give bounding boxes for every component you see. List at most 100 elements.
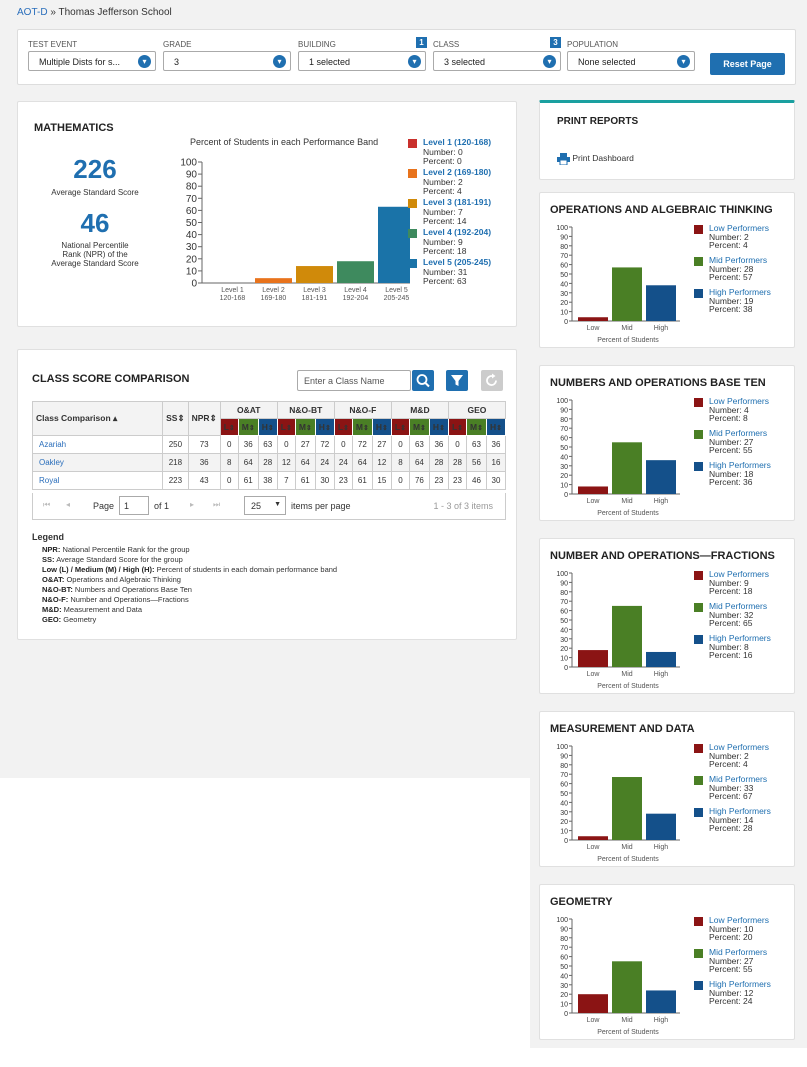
population-select[interactable]: None selected ▾ [567,51,695,71]
class-name-link[interactable]: Oakley [31,453,164,472]
legend-name[interactable]: Low Performers [709,396,769,406]
band-label: M [412,422,421,432]
legend-number: Number: 8 [709,642,749,652]
legend-name[interactable]: High Performers [709,460,771,470]
next-page-icon[interactable]: ▸ [190,500,195,509]
legend-name[interactable]: High Performers [709,287,771,297]
legend-name[interactable]: Mid Performers [709,774,768,784]
lmh-header[interactable]: L⇕ [276,418,296,436]
legend-name[interactable]: High Performers [709,633,771,643]
legend-name[interactable]: Low Performers [709,223,769,233]
ss-header[interactable]: SS⇕ [162,401,189,436]
legend-item[interactable]: Level 5 (205-245) Number: 31 Percent: 63 [408,257,516,288]
legend-name[interactable]: Mid Performers [709,428,768,438]
legend-item[interactable]: Low Performers Number: 10 Percent: 20 [694,915,794,946]
legend-item[interactable]: Mid Performers Number: 33 Percent: 67 [694,774,794,805]
lmh-header[interactable]: M⇕ [237,418,259,436]
lmh-header[interactable]: M⇕ [294,418,316,436]
breadcrumb-link[interactable]: AOT-D [17,7,48,18]
domain-card: NUMBER AND OPERATIONS—FRACTIONS 0 10 20 30 40… [539,538,795,694]
legend-percent: Percent: 65 [709,618,753,628]
legend-name[interactable]: High Performers [709,806,771,816]
grade-select[interactable]: 3 ▾ [163,51,291,71]
filter-button[interactable] [446,370,468,391]
legend-item[interactable]: High Performers Number: 18 Percent: 36 [694,460,794,491]
legend-name[interactable]: Level 1 (120-168) [423,137,492,147]
lmh-header[interactable]: L⇕ [390,418,410,436]
legend-item[interactable]: Mid Performers Number: 28 Percent: 57 [694,255,794,286]
legend-name[interactable]: Level 4 (192-204) [423,227,492,237]
y-tick-label: 100 [556,225,568,232]
legend-swatch [694,917,703,926]
legend-item[interactable]: Low Performers Number: 2 Percent: 4 [694,742,794,773]
legend-name[interactable]: Low Performers [709,915,769,925]
y-tick-label: 20 [186,254,198,265]
class-select[interactable]: 3 selected ▾ [433,51,561,71]
table-cell: 64 [408,453,430,472]
legend-item[interactable]: High Performers Number: 12 Percent: 24 [694,979,794,1010]
lmh-header[interactable]: H⇕ [314,418,335,436]
lmh-header[interactable]: L⇕ [447,418,468,436]
table-cell: 76 [408,471,430,490]
lmh-header[interactable]: M⇕ [351,418,373,436]
reset-page-button[interactable]: Reset Page [710,53,785,75]
legend-desc: Geometry [63,615,97,624]
legend-item[interactable]: Low Performers Number: 2 Percent: 4 [694,223,794,254]
legend-item[interactable]: Level 4 (192-204) Number: 9 Percent: 18 [408,227,516,258]
legend-item[interactable]: Level 1 (120-168) Number: 0 Percent: 0 [408,137,516,168]
legend-name[interactable]: Level 2 (169-180) [423,167,492,177]
lmh-header[interactable]: H⇕ [428,418,449,436]
legend-name[interactable]: Low Performers [709,569,769,579]
legend-item[interactable]: Low Performers Number: 4 Percent: 8 [694,396,794,427]
bar [578,836,608,840]
lmh-header[interactable]: M⇕ [466,418,487,436]
legend-item[interactable]: Level 2 (169-180) Number: 2 Percent: 4 [408,167,516,198]
last-page-icon[interactable]: ⏭ [213,500,221,509]
class-name-link[interactable]: Royal [31,471,164,490]
lmh-header[interactable]: L⇕ [219,418,239,436]
chevron-down-icon: ▼ [274,501,281,508]
legend-item[interactable]: Mid Performers Number: 27 Percent: 55 [694,947,794,978]
prev-page-icon[interactable]: ◂ [66,500,71,509]
first-page-icon[interactable]: ⏮ [43,500,51,509]
lmh-header[interactable]: H⇕ [485,418,507,436]
legend-item[interactable]: Mid Performers Number: 27 Percent: 55 [694,428,794,459]
building-select[interactable]: 1 selected ▾ [298,51,426,71]
domain-legend: Low Performers Number: 2 Percent: 4 Mid Per… [694,223,794,324]
refresh-button[interactable] [481,370,503,391]
search-button[interactable] [412,370,434,391]
class-name-search-input[interactable]: Enter a Class Name [297,370,411,391]
class-name-link[interactable]: Azariah [31,435,164,454]
building-count-badge: 1 [416,37,427,48]
legend-name[interactable]: Low Performers [709,742,769,752]
legend-item[interactable]: High Performers Number: 8 Percent: 16 [694,633,794,664]
page-input[interactable]: 1 [119,496,149,515]
legend-item[interactable]: Low Performers Number: 9 Percent: 18 [694,569,794,600]
sort-icon: ⇕ [382,425,388,432]
test-event-select[interactable]: Multiple Dists for s... ▾ [28,51,156,71]
breadcrumb: AOT-D » Thomas Jefferson School [17,7,172,18]
legend-item[interactable]: Mid Performers Number: 32 Percent: 65 [694,601,794,632]
npr-header[interactable]: NPR⇕ [187,401,221,436]
legend-name[interactable]: Mid Performers [709,947,768,957]
lmh-header[interactable]: M⇕ [408,418,430,436]
legend-name[interactable]: Mid Performers [709,255,768,265]
legend-name[interactable]: High Performers [709,979,771,989]
print-dashboard-link[interactable]: Print Dashboard [557,152,634,166]
legend-name[interactable]: Level 3 (181-191) [423,197,492,207]
legend-percent: Percent: 28 [709,823,753,833]
legend-line: SS: Average Standard Score for the group [42,555,337,565]
lmh-header[interactable]: L⇕ [333,418,353,436]
lmh-header[interactable]: H⇕ [371,418,392,436]
bar [646,990,676,1013]
legend-name[interactable]: Mid Performers [709,601,768,611]
legend-item[interactable]: High Performers Number: 19 Percent: 38 [694,287,794,318]
legend-item[interactable]: High Performers Number: 14 Percent: 28 [694,806,794,837]
legend-item[interactable]: Level 3 (181-191) Number: 7 Percent: 14 [408,197,516,228]
bar [612,961,642,1013]
class-comparison-header[interactable]: Class Comparison ▴ [31,401,164,436]
grade-filter: GRADE 3 ▾ [163,40,291,71]
legend-name[interactable]: Level 5 (205-245) [423,257,492,267]
items-per-page-select[interactable]: 25 ▼ [244,496,286,515]
lmh-header[interactable]: H⇕ [257,418,278,436]
